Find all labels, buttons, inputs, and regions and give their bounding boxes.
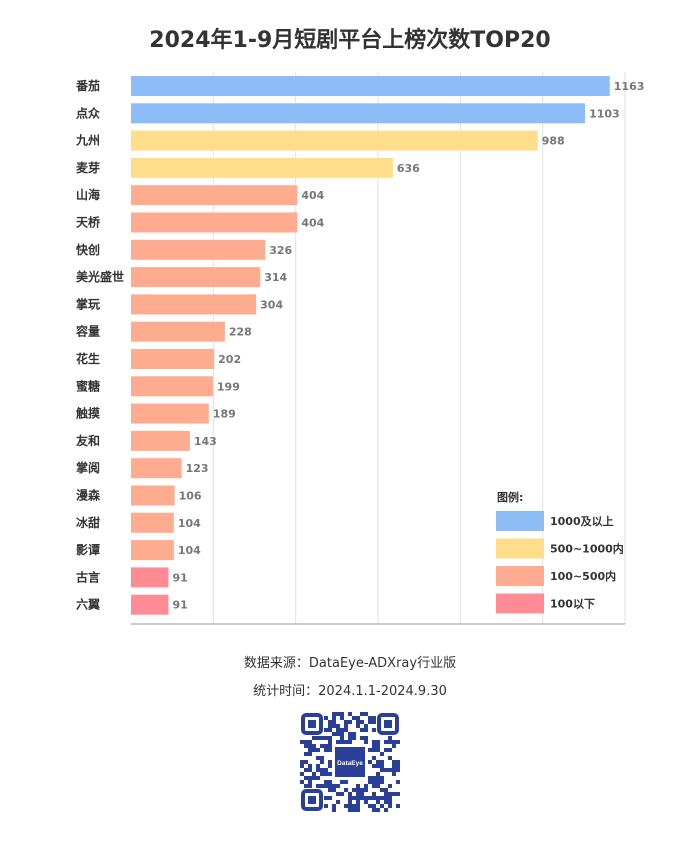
- bars: [131, 76, 610, 615]
- value-label: 988: [542, 135, 565, 148]
- value-label: 1163: [614, 80, 645, 93]
- legend-title: 图例:: [497, 490, 523, 504]
- qr-logo-box: [333, 745, 367, 779]
- bar: [131, 239, 266, 260]
- qr-logo-text: DataEye: [337, 760, 363, 767]
- grid-lines: [212, 72, 626, 624]
- bar: [131, 430, 190, 451]
- bar: [131, 76, 610, 96]
- category-label: 花生: [76, 351, 100, 366]
- bar: [131, 376, 213, 397]
- value-label: 304: [260, 298, 283, 311]
- value-label: 143: [194, 435, 217, 448]
- category-label: 容量: [75, 324, 100, 339]
- bar: [131, 512, 174, 533]
- bar: [131, 130, 538, 151]
- bar: [131, 321, 225, 342]
- category-label: 冰甜: [76, 515, 100, 530]
- bar: [131, 157, 393, 178]
- value-label: 104: [178, 517, 201, 530]
- value-label: 202: [218, 353, 241, 366]
- legend-swatch: [496, 511, 544, 531]
- category-label: 古言: [76, 569, 100, 584]
- bar: [131, 185, 298, 206]
- bar: [131, 540, 174, 561]
- legend-label: 100~500内: [550, 569, 616, 583]
- value-label: 404: [301, 217, 324, 230]
- value-label: 91: [172, 599, 187, 612]
- category-label: 天桥: [76, 215, 101, 230]
- chart-title: 2024年1-9月短剧平台上榜次数TOP20: [149, 28, 551, 53]
- statistics-period-text: 统计时间：2024.1.1-2024.9.30: [253, 684, 447, 699]
- bar: [131, 567, 169, 588]
- bar: [131, 294, 257, 315]
- category-label: 掌玩: [76, 296, 100, 311]
- category-label: 友和: [75, 433, 100, 448]
- qr-finder-top-right: [377, 713, 399, 735]
- bar: [131, 594, 169, 615]
- value-label: 106: [179, 490, 202, 503]
- legend-label: 500~1000内: [550, 542, 624, 556]
- qr-finder-bottom-left: [301, 789, 323, 811]
- category-label: 番茄: [75, 78, 100, 93]
- qr-finder-top-left: [301, 713, 323, 735]
- category-label: 九州: [75, 133, 100, 148]
- value-label: 1103: [589, 107, 620, 120]
- value-label: 314: [264, 271, 287, 284]
- bar: [131, 349, 215, 369]
- category-label: 山海: [76, 187, 100, 202]
- value-label: 228: [229, 326, 252, 339]
- value-label: 189: [213, 408, 236, 421]
- value-label: 404: [301, 189, 324, 202]
- value-label: 104: [178, 544, 201, 557]
- category-label: 美光盛世: [76, 269, 124, 284]
- legend-label: 1000及以上: [550, 514, 614, 528]
- bar: [131, 458, 182, 479]
- bar: [131, 485, 175, 506]
- bar: [131, 403, 209, 424]
- legend-label: 100以下: [550, 598, 595, 611]
- category-label: 蜜糖: [76, 378, 100, 393]
- legend-swatch: [496, 538, 544, 559]
- bar: [131, 103, 586, 124]
- legend: 图例: 1000及以上 500~1000内 100~500内 100以下: [496, 490, 624, 614]
- bar: [131, 212, 298, 233]
- category-label: 影谭: [76, 542, 100, 557]
- legend-swatch: [496, 566, 544, 586]
- value-label: 326: [269, 244, 292, 257]
- value-label: 199: [217, 380, 240, 393]
- category-labels: 番茄点众九州麦芽山海天桥快创美光盛世掌玩容量花生蜜糖触摸友和掌阅漫森冰甜影谭古言…: [75, 78, 124, 612]
- value-label: 91: [172, 571, 187, 584]
- value-label: 636: [397, 162, 420, 175]
- category-label: 掌阅: [76, 460, 100, 475]
- bar-chart: 番茄点众九州麦芽山海天桥快创美光盛世掌玩容量花生蜜糖触摸友和掌阅漫森冰甜影谭古言…: [75, 72, 644, 625]
- legend-swatch: [496, 593, 544, 614]
- value-label: 123: [186, 462, 209, 475]
- category-label: 漫森: [76, 488, 101, 503]
- value-labels: 1163 1103 988 636 404 404 326 314 304 228 202 199 18…: [172, 80, 644, 612]
- bar: [131, 267, 261, 288]
- category-label: 六翼: [76, 597, 100, 612]
- category-label: 触摸: [76, 406, 101, 421]
- category-label: 点众: [76, 105, 101, 120]
- category-label: 快创: [76, 242, 100, 257]
- data-source-text: 数据来源：DataEye-ADXray行业版: [243, 656, 457, 671]
- category-label: 麦芽: [76, 160, 100, 175]
- qr-code: DataEye: [300, 712, 400, 812]
